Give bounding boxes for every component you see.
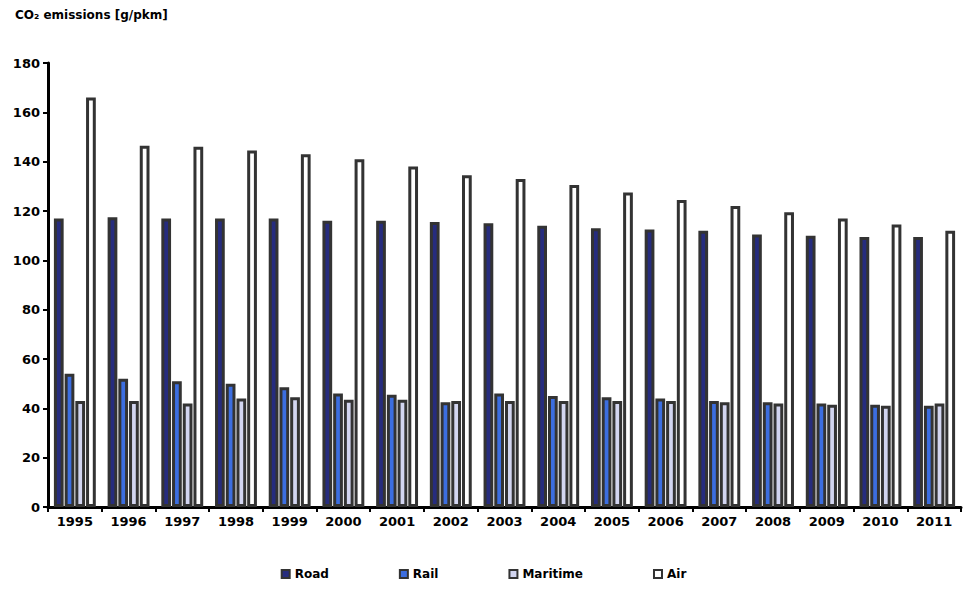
svg-text:2003: 2003 bbox=[486, 514, 522, 529]
svg-text:1998: 1998 bbox=[218, 514, 254, 529]
svg-text:1996: 1996 bbox=[110, 514, 146, 529]
svg-text:2011: 2011 bbox=[916, 514, 952, 529]
svg-text:20: 20 bbox=[22, 450, 40, 465]
svg-text:Road: Road bbox=[295, 567, 329, 581]
svg-text:80: 80 bbox=[22, 302, 40, 317]
svg-text:2010: 2010 bbox=[862, 514, 898, 529]
svg-text:2009: 2009 bbox=[809, 514, 845, 529]
svg-text:100: 100 bbox=[13, 253, 40, 268]
svg-text:2006: 2006 bbox=[648, 514, 684, 529]
svg-text:140: 140 bbox=[13, 154, 40, 169]
svg-text:0: 0 bbox=[31, 500, 40, 515]
svg-text:120: 120 bbox=[13, 204, 40, 219]
svg-text:2008: 2008 bbox=[755, 514, 791, 529]
svg-text:60: 60 bbox=[22, 352, 40, 367]
svg-text:Air: Air bbox=[667, 567, 686, 581]
svg-text:2007: 2007 bbox=[701, 514, 737, 529]
svg-text:160: 160 bbox=[13, 105, 40, 120]
svg-text:2005: 2005 bbox=[594, 514, 630, 529]
svg-text:CO₂ emissions [g/pkm]: CO₂ emissions [g/pkm] bbox=[15, 8, 168, 22]
svg-text:2002: 2002 bbox=[433, 514, 469, 529]
svg-text:2004: 2004 bbox=[540, 514, 576, 529]
svg-text:Maritime: Maritime bbox=[522, 567, 583, 581]
svg-text:1997: 1997 bbox=[164, 514, 200, 529]
svg-text:180: 180 bbox=[13, 56, 40, 71]
svg-text:1999: 1999 bbox=[272, 514, 308, 529]
svg-text:Rail: Rail bbox=[413, 567, 439, 581]
svg-text:1995: 1995 bbox=[57, 514, 93, 529]
svg-text:40: 40 bbox=[22, 401, 40, 416]
svg-text:2001: 2001 bbox=[379, 514, 415, 529]
svg-text:2000: 2000 bbox=[325, 514, 361, 529]
